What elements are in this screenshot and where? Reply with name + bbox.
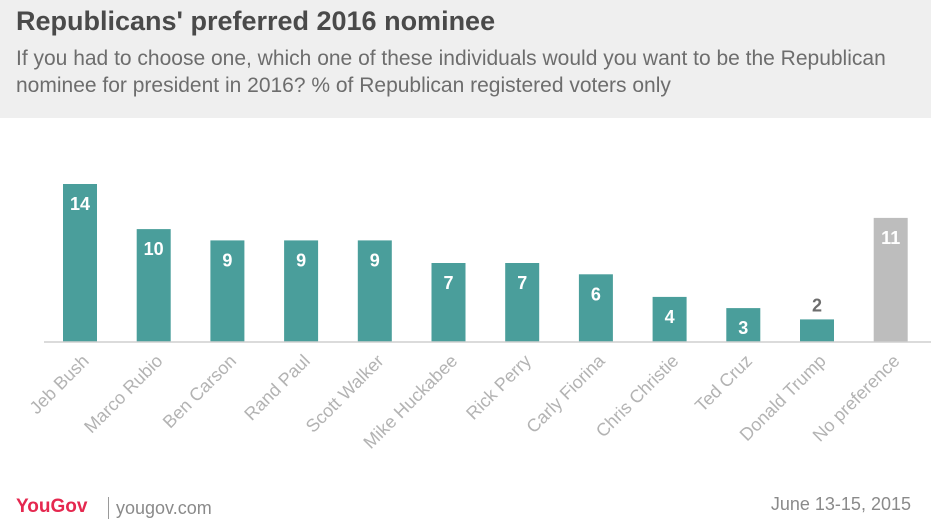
bar-donald-trump [800,319,834,342]
bar-rand-paul [284,240,319,342]
bar-ted-cruz [726,308,761,342]
bar-jeb-bush [63,184,97,342]
x-tick-label: Ben Carson [159,351,240,432]
data-label: 4 [665,307,675,327]
data-label: 6 [591,284,601,304]
data-label: 9 [222,250,232,270]
bar-marco-rubio [136,229,171,342]
x-tick-label: Rick Perry [462,351,535,424]
x-tick-label: Rand Paul [240,351,314,425]
survey-date: June 13-15, 2015 [770,494,911,514]
data-label: 9 [370,250,380,270]
data-label: 9 [296,250,306,270]
bar-mike-huckabee [431,263,466,342]
bar-chris-christie [652,296,687,342]
footer-divider [108,497,109,519]
data-label: 11 [881,228,900,248]
data-label: 7 [517,273,527,293]
bar-rick-perry [505,263,540,342]
bar-scott-walker [357,240,392,342]
chart-header: Republicans' preferred 2016 nominee If y… [0,0,931,118]
x-tick-label: Ted Cruz [691,351,756,416]
x-tick-label: Jeb Bush [26,351,93,418]
chart-title: Republicans' preferred 2016 nominee [16,6,496,36]
bar-carly-fiorina [578,274,613,342]
data-label: 14 [70,194,90,214]
logo-gov: Gov [50,496,88,517]
data-label: 2 [812,295,822,315]
data-label: 3 [738,318,748,338]
chart-subtitle: If you had to choose one, which one of t… [16,47,886,97]
bar-ben-carson [210,240,245,342]
yougov-logo[interactable]: YouGov [16,496,87,518]
bars-group: 14 10 9 9 9 7 7 6 4 3 2 11 [63,184,908,342]
data-label: 10 [144,239,164,259]
x-tick-label: Marco Rubio [80,351,166,437]
logo-you: You [16,496,51,517]
data-label: 7 [443,273,453,293]
footer-url[interactable]: yougov.com [116,498,212,518]
bar-no-preference [873,217,908,342]
